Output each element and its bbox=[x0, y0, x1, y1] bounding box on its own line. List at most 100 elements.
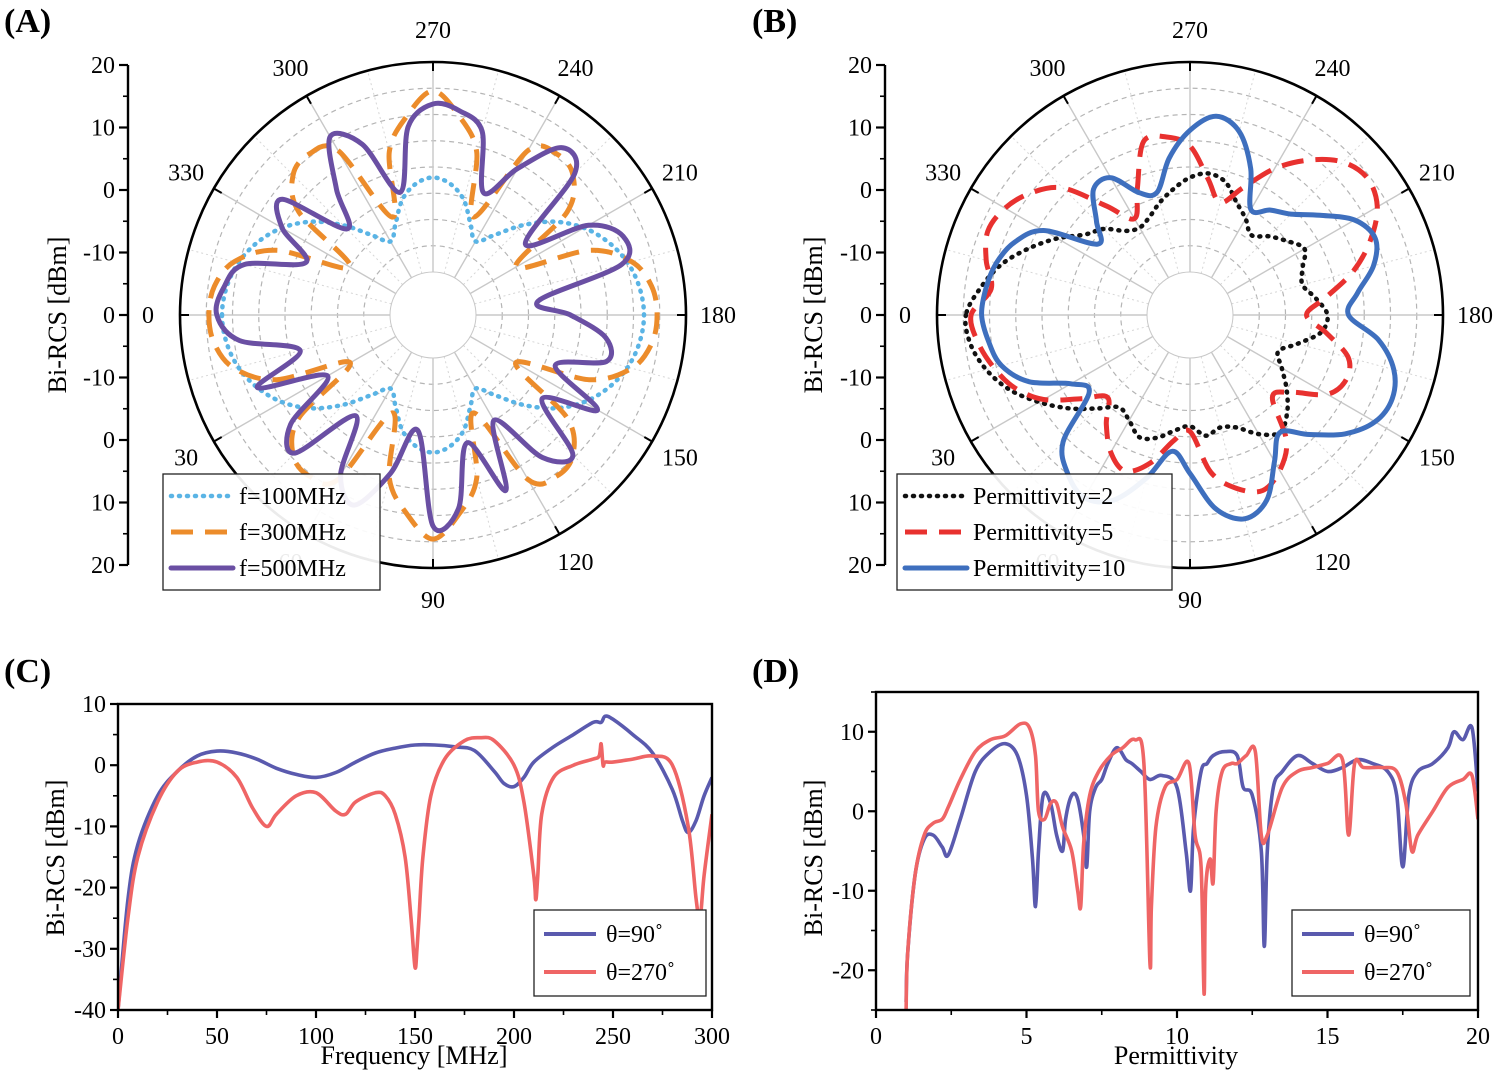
angle-label-90: 90 bbox=[1178, 588, 1202, 614]
x-tick-label: 50 bbox=[205, 1024, 229, 1050]
panel-c-legend[interactable]: θ=90˚ θ=270˚ bbox=[533, 909, 707, 997]
outer-tick bbox=[1400, 187, 1410, 194]
panel-a-ylabel: Bi-RCS [dBm] bbox=[43, 237, 72, 394]
panel-b-label: (B) bbox=[752, 3, 797, 40]
outer-tick bbox=[213, 187, 223, 194]
panel-a-legend[interactable]: f=100MHz f=300MHz f=500MHz bbox=[162, 473, 381, 591]
radial-tick-label: -10 bbox=[83, 241, 115, 267]
radial-tick-label: 10 bbox=[848, 116, 872, 142]
panel-d: (D) -20 -10 0 10 0 5 10 15 20 Permittivity Bi-RC… bbox=[752, 653, 1490, 1070]
angle-label-210: 210 bbox=[662, 161, 698, 187]
y-tick-label: -10 bbox=[74, 814, 106, 840]
angle-label-0: 0 bbox=[899, 303, 911, 329]
radial-tick-label: 0 bbox=[860, 303, 872, 329]
y-tick-label: -10 bbox=[832, 879, 864, 905]
outer-tick bbox=[1311, 525, 1318, 535]
grid-spoke bbox=[463, 345, 613, 495]
y-tick-label: 10 bbox=[840, 720, 864, 746]
legend-label-3: f=500MHz bbox=[239, 556, 346, 582]
panel-b-ylabel: Bi-RCS [dBm] bbox=[799, 237, 828, 394]
grid-spoke bbox=[1226, 335, 1410, 443]
grid-spoke bbox=[1200, 356, 1256, 560]
radial-tick-label: 0 bbox=[860, 428, 872, 454]
polar-series-1 bbox=[963, 171, 1330, 442]
radial-tick-label: -10 bbox=[840, 241, 872, 267]
outer-tick bbox=[554, 525, 561, 535]
legend-label-2: θ=270˚ bbox=[606, 960, 675, 986]
angle-label-240: 240 bbox=[558, 56, 594, 82]
grid-spoke bbox=[1062, 95, 1170, 279]
grid-spoke bbox=[1220, 345, 1370, 495]
grid-spoke bbox=[469, 187, 653, 295]
outer-tick bbox=[643, 187, 653, 194]
panel-a-label: (A) bbox=[4, 3, 51, 40]
grid-spoke bbox=[213, 335, 397, 443]
grid-spoke bbox=[1124, 70, 1180, 274]
angle-label-330: 330 bbox=[168, 161, 204, 187]
outer-tick bbox=[1400, 436, 1410, 443]
panel-d-plot-area: -20 -10 0 10 0 5 10 15 20 bbox=[832, 690, 1490, 1050]
angle-label-90: 90 bbox=[421, 588, 445, 614]
panel-c-label: (C) bbox=[4, 653, 51, 690]
angle-label-270: 270 bbox=[1172, 18, 1208, 44]
grid-spoke bbox=[1010, 345, 1160, 495]
grid-spoke bbox=[443, 70, 499, 274]
outer-tick bbox=[643, 436, 653, 443]
x-tick-label: 15 bbox=[1316, 1024, 1340, 1050]
inner-circle bbox=[1146, 271, 1234, 359]
grid-spoke bbox=[1210, 95, 1318, 279]
x-tick-label: 100 bbox=[298, 1024, 334, 1050]
grid-spoke bbox=[453, 351, 561, 535]
grid-spoke bbox=[253, 135, 403, 285]
panel-c-ylabel: Bi-RCS [dBm] bbox=[41, 780, 70, 937]
radial-tick-label: 0 bbox=[103, 428, 115, 454]
x-tick-label: 5 bbox=[1021, 1024, 1033, 1050]
grid-spoke bbox=[945, 325, 1149, 381]
x-tick-label: 10 bbox=[1165, 1024, 1189, 1050]
grid-spoke bbox=[443, 356, 499, 560]
legend-label-2: Permittivity=5 bbox=[973, 520, 1113, 546]
y-tick-label: -30 bbox=[74, 937, 106, 963]
panel-b-polar-grid bbox=[935, 60, 1445, 570]
inner-circle bbox=[389, 271, 477, 359]
y-tick-label: -20 bbox=[832, 958, 864, 984]
radial-tick-label: 0 bbox=[860, 178, 872, 204]
grid-spoke bbox=[1010, 135, 1160, 285]
angle-label-330: 330 bbox=[925, 161, 961, 187]
panel-b-angle-labels: 2702402101801501209060300330300 bbox=[899, 18, 1493, 614]
grid-spoke bbox=[453, 95, 561, 279]
grid-spoke bbox=[945, 249, 1149, 305]
radial-tick-label: 20 bbox=[91, 553, 115, 579]
outer-tick bbox=[554, 95, 561, 105]
line-series-2 bbox=[118, 735, 712, 1010]
panel-b-legend[interactable]: Permittivity=2 Permittivity=5 Permittivity… bbox=[896, 473, 1173, 591]
panel-b-series-group bbox=[963, 113, 1398, 522]
grid-spoke bbox=[469, 335, 653, 443]
y-tick-label: -20 bbox=[74, 876, 106, 902]
angle-label-120: 120 bbox=[558, 550, 594, 576]
line-series-1 bbox=[904, 724, 1478, 1003]
outer-tick bbox=[970, 436, 980, 443]
grid-spoke bbox=[1200, 70, 1256, 274]
polar-series-1 bbox=[219, 175, 647, 455]
radial-tick-label: 0 bbox=[103, 178, 115, 204]
angle-label-210: 210 bbox=[1419, 161, 1455, 187]
grid-spoke bbox=[970, 335, 1154, 443]
legend-label-2: f=300MHz bbox=[239, 520, 346, 546]
legend-label-3: Permittivity=10 bbox=[973, 556, 1125, 582]
outer-tick bbox=[1311, 95, 1318, 105]
angle-label-150: 150 bbox=[662, 446, 698, 472]
grid-spoke bbox=[213, 187, 397, 295]
radial-tick-label: 0 bbox=[103, 303, 115, 329]
panel-d-label: (D) bbox=[752, 653, 799, 690]
x-tick-label: 0 bbox=[112, 1024, 124, 1050]
panel-d-legend[interactable]: θ=90˚ θ=270˚ bbox=[1291, 909, 1471, 997]
panel-b-radial-axis: 20 10 0 -10 0 -10 0 10 20 bbox=[840, 53, 887, 579]
legend-label-1: Permittivity=2 bbox=[973, 484, 1113, 510]
angle-label-240: 240 bbox=[1315, 56, 1351, 82]
legend-label-1: θ=90˚ bbox=[1364, 922, 1421, 948]
angle-label-30: 30 bbox=[174, 446, 198, 472]
